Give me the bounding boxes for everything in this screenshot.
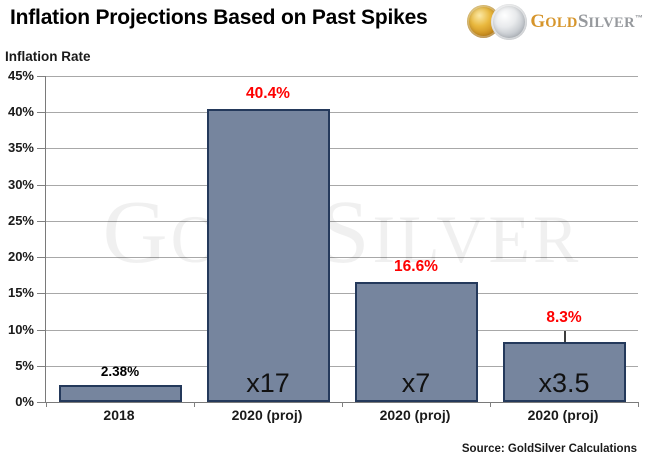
y-tick-label: 25% [7,212,34,228]
y-axis-tick [37,112,45,114]
bar-value-label: 16.6% [394,257,438,275]
x-tick-label: 2020 (proj) [527,407,599,423]
y-tick-label: 15% [7,285,34,301]
y-axis-tick [37,184,45,186]
y-tick-label: 10% [7,321,34,337]
y-axis-tick [37,329,45,331]
bar-value-label: 40.4% [246,85,290,103]
y-axis-title: Inflation Rate [5,49,91,64]
x-tick-label: 2020 (proj) [231,407,303,423]
bar [502,341,626,402]
y-axis: 45% 40% 35% 30% 25% 20% 15% 10% 5% 0% [0,68,45,409]
x-axis-tick [490,402,491,407]
coins-icon [467,2,528,42]
bar-value-label: 8.3% [546,308,582,326]
y-tick-label: 0% [15,394,34,409]
y-tick-label: 45% [7,68,34,83]
plot-area: GOLDSILVER 2.38% x17 40.4% x7 16.6% x3.5 8.3% [45,76,639,407]
x-axis-tick [342,402,343,407]
trademark-symbol: ™ [635,13,643,23]
y-axis-tick [37,365,45,367]
x-tick-label: 2020 (proj) [379,407,451,423]
gridline [46,365,638,367]
y-axis-tick [37,402,45,403]
x-axis-tick [638,402,639,407]
bar-inner-label: x17 [246,368,290,398]
x-axis-tick [46,402,47,407]
y-tick-label: 30% [7,176,34,192]
bar-inner-label: x7 [401,368,431,398]
gridline [46,148,638,150]
y-tick-label: 20% [7,249,34,265]
page-title: Inflation Projections Based on Past Spik… [10,6,428,29]
goldsilver-watermark: GOLDSILVER [102,183,582,282]
gridline [46,184,638,186]
bar [58,384,182,402]
logo-text: GOLDSILVER™ [530,11,643,32]
y-axis-tick [37,220,45,222]
y-tick-label: 40% [7,104,34,120]
y-axis-tick [37,76,45,77]
bar [354,281,478,402]
x-tick-label: 2018 [103,407,135,423]
gridline [46,76,638,77]
y-axis-tick [37,148,45,150]
y-axis-tick [37,257,45,259]
gridline [46,293,638,295]
gridline [46,257,638,259]
bar-value-label: 2.38% [100,363,140,379]
goldsilver-logo: GOLDSILVER™ [467,2,643,42]
y-tick-label: 35% [7,140,34,156]
gridline [46,329,638,331]
x-axis-tick [194,402,195,407]
y-tick-label: 5% [15,357,34,373]
bar-inner-label: x3.5 [538,368,590,398]
y-axis-tick [37,293,45,295]
callout-line [564,330,566,342]
bar [206,109,330,402]
gridline [46,112,638,114]
source-note: Source: GoldSilver Calculations [461,443,637,455]
gridline [46,220,638,222]
x-axis: 2018 2020 (proj) 2020 (proj) 2020 (proj) [45,407,637,427]
silver-coin-icon [491,4,528,40]
